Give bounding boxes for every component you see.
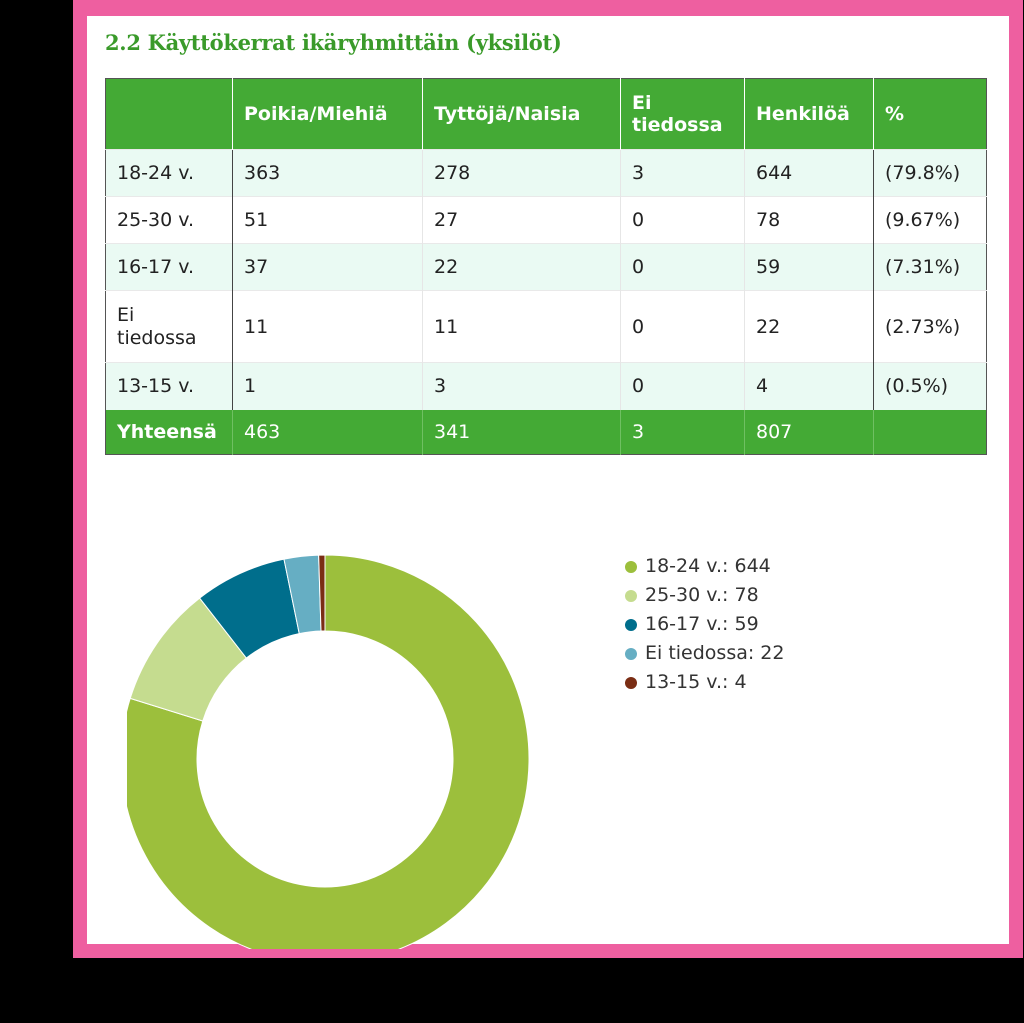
legend-dot-icon <box>625 589 637 602</box>
chart-legend: 18-24 v.: 644 25-30 v.: 78 16-17 v.: 59 Ei … <box>625 552 785 697</box>
cell-boys: 363 <box>232 149 423 197</box>
cell-boys: 37 <box>232 243 423 291</box>
cell-boys: 51 <box>232 196 423 244</box>
cell-persons: 22 <box>744 290 874 363</box>
header-cell-girls: Tyttöjä/Naisia <box>422 78 621 150</box>
cell-girls: 278 <box>422 149 621 197</box>
cell-age: 13-15 v. <box>105 362 233 410</box>
cell-girls: 11 <box>422 290 621 363</box>
cell-percent: (7.31%) <box>873 243 987 291</box>
header-cell-age <box>105 78 233 150</box>
cell-percent: (9.67%) <box>873 196 987 244</box>
age-group-table: Poikia/Miehiä Tyttöjä/Naisia Ei tiedossa… <box>105 78 987 455</box>
cell-unknown: 0 <box>620 290 745 363</box>
legend-item: 18-24 v.: 644 <box>625 552 785 581</box>
legend-dot-icon <box>625 647 637 660</box>
table-row: 16-17 v. 37 22 0 59 (7.31%) <box>105 243 987 291</box>
cell-boys: 1 <box>232 362 423 410</box>
donut-slice-0 <box>127 554 530 949</box>
legend-item: 13-15 v.: 4 <box>625 668 785 697</box>
legend-dot-icon <box>625 560 637 573</box>
cell-age-label: Ei tiedossa <box>117 303 197 349</box>
legend-item: 16-17 v.: 59 <box>625 610 785 639</box>
legend-item: Ei tiedossa: 22 <box>625 639 785 668</box>
cell-percent: (0.5%) <box>873 362 987 410</box>
section-title: 2.2 Käyttökerrat ikäryhmittäin (yksilöt) <box>105 30 562 55</box>
legend-label: Ei tiedossa: 22 <box>645 642 785 664</box>
cell-percent: (79.8%) <box>873 149 987 197</box>
cell-persons: 59 <box>744 243 874 291</box>
total-percent <box>873 409 987 454</box>
legend-item: 25-30 v.: 78 <box>625 581 785 610</box>
total-label: Yhteensä <box>105 409 233 454</box>
cell-percent: (2.73%) <box>873 290 987 363</box>
cell-age: 16-17 v. <box>105 243 233 291</box>
header-cell-boys: Poikia/Miehiä <box>232 78 423 150</box>
cell-girls: 27 <box>422 196 621 244</box>
table-row: 13-15 v. 1 3 0 4 (0.5%) <box>105 362 987 410</box>
total-persons: 807 <box>744 409 874 454</box>
legend-label: 16-17 v.: 59 <box>645 613 759 635</box>
cell-boys: 11 <box>232 290 423 363</box>
donut-slice-4 <box>318 554 326 632</box>
table-row: 25-30 v. 51 27 0 78 (9.67%) <box>105 196 987 244</box>
donut-chart <box>127 554 530 949</box>
total-unknown: 3 <box>620 409 745 454</box>
cell-unknown: 0 <box>620 196 745 244</box>
total-row: Yhteensä 463 341 3 807 <box>105 409 987 454</box>
legend-label: 13-15 v.: 4 <box>645 671 747 693</box>
cell-unknown: 0 <box>620 362 745 410</box>
total-boys: 463 <box>232 409 423 454</box>
table-row: Ei tiedossa 11 11 0 22 (2.73%) <box>105 290 987 363</box>
legend-label: 25-30 v.: 78 <box>645 584 759 606</box>
header-cell-percent: % <box>873 78 987 150</box>
cell-age: Ei tiedossa <box>105 290 233 363</box>
legend-dot-icon <box>625 676 637 689</box>
total-girls: 341 <box>422 409 621 454</box>
cell-age: 18-24 v. <box>105 149 233 197</box>
header-cell-persons: Henkilöä <box>744 78 874 150</box>
cell-girls: 3 <box>422 362 621 410</box>
report-frame: 2.2 Käyttökerrat ikäryhmittäin (yksilöt)… <box>73 0 1023 958</box>
legend-dot-icon <box>625 618 637 631</box>
header-cell-unknown: Ei tiedossa <box>620 78 745 150</box>
cell-girls: 22 <box>422 243 621 291</box>
table-header-row: Poikia/Miehiä Tyttöjä/Naisia Ei tiedossa… <box>105 78 987 150</box>
cell-unknown: 0 <box>620 243 745 291</box>
cell-unknown: 3 <box>620 149 745 197</box>
table-row: 18-24 v. 363 278 3 644 (79.8%) <box>105 149 987 197</box>
header-unknown-label: Ei tiedossa <box>632 92 723 136</box>
cell-persons: 78 <box>744 196 874 244</box>
cell-persons: 4 <box>744 362 874 410</box>
legend-label: 18-24 v.: 644 <box>645 555 771 577</box>
cell-persons: 644 <box>744 149 874 197</box>
cell-age: 25-30 v. <box>105 196 233 244</box>
